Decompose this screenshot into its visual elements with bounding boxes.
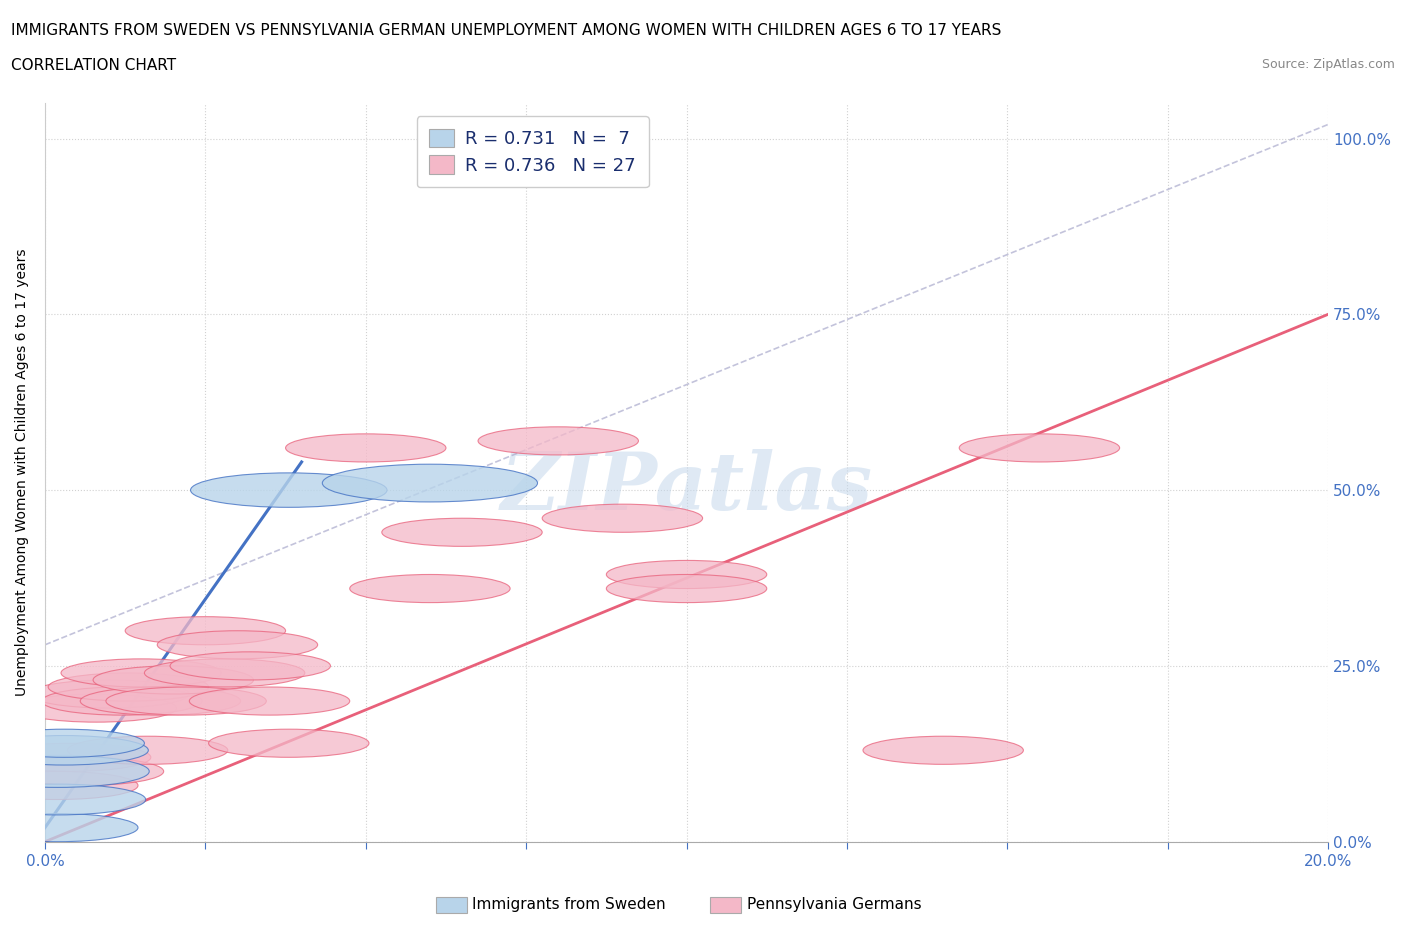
Y-axis label: Unemployment Among Women with Children Ages 6 to 17 years: Unemployment Among Women with Children A… xyxy=(15,248,30,697)
Ellipse shape xyxy=(30,680,190,708)
Ellipse shape xyxy=(190,687,350,715)
Ellipse shape xyxy=(959,434,1119,462)
Legend: R = 0.731   N =  7, R = 0.736   N = 27: R = 0.731 N = 7, R = 0.736 N = 27 xyxy=(416,116,648,187)
Ellipse shape xyxy=(0,784,146,815)
Ellipse shape xyxy=(382,518,543,546)
Text: Source: ZipAtlas.com: Source: ZipAtlas.com xyxy=(1261,58,1395,71)
Ellipse shape xyxy=(3,757,163,786)
Ellipse shape xyxy=(863,737,1024,764)
Ellipse shape xyxy=(0,771,138,800)
Ellipse shape xyxy=(208,729,368,757)
Ellipse shape xyxy=(145,658,305,687)
Ellipse shape xyxy=(170,652,330,680)
Text: IMMIGRANTS FROM SWEDEN VS PENNSYLVANIA GERMAN UNEMPLOYMENT AMONG WOMEN WITH CHIL: IMMIGRANTS FROM SWEDEN VS PENNSYLVANIA G… xyxy=(11,23,1001,38)
Ellipse shape xyxy=(543,504,703,532)
Ellipse shape xyxy=(0,814,138,842)
Ellipse shape xyxy=(350,575,510,603)
Ellipse shape xyxy=(48,673,208,701)
Text: Pennsylvania Germans: Pennsylvania Germans xyxy=(747,897,921,912)
Ellipse shape xyxy=(42,687,202,715)
Ellipse shape xyxy=(0,729,145,757)
Ellipse shape xyxy=(93,666,253,694)
Ellipse shape xyxy=(157,631,318,658)
Ellipse shape xyxy=(80,687,240,715)
Ellipse shape xyxy=(15,694,177,723)
Text: ZIPatlas: ZIPatlas xyxy=(501,448,873,526)
Ellipse shape xyxy=(0,755,149,788)
Ellipse shape xyxy=(60,658,221,687)
Text: Immigrants from Sweden: Immigrants from Sweden xyxy=(472,897,666,912)
Ellipse shape xyxy=(67,737,228,764)
Ellipse shape xyxy=(285,434,446,462)
Ellipse shape xyxy=(0,736,148,765)
Text: CORRELATION CHART: CORRELATION CHART xyxy=(11,58,176,73)
Ellipse shape xyxy=(0,743,150,771)
Ellipse shape xyxy=(478,427,638,455)
Ellipse shape xyxy=(191,472,387,508)
Ellipse shape xyxy=(606,575,766,603)
Ellipse shape xyxy=(322,464,537,502)
Ellipse shape xyxy=(125,617,285,644)
Ellipse shape xyxy=(606,561,766,589)
Ellipse shape xyxy=(105,687,266,715)
